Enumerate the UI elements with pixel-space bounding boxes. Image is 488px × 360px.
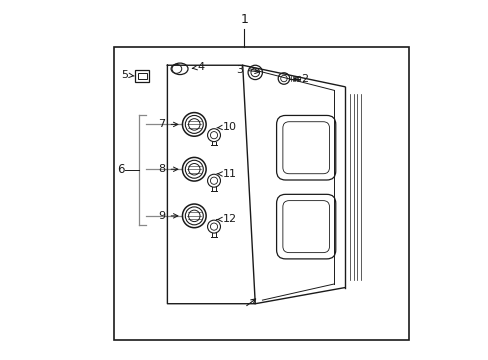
Text: 6: 6 [117, 163, 124, 176]
Text: 1: 1 [240, 13, 248, 26]
Bar [113, 47, 408, 339]
Text: 4: 4 [192, 62, 204, 72]
Bar [138, 73, 146, 79]
Text: 8: 8 [158, 164, 178, 174]
Text: 3: 3 [236, 64, 259, 75]
Text: 12: 12 [216, 215, 236, 224]
Bar [135, 70, 149, 82]
Text: 7: 7 [158, 120, 178, 129]
Text: 11: 11 [217, 169, 236, 179]
Text: 10: 10 [217, 122, 236, 132]
Text: 5: 5 [122, 70, 134, 80]
Text: 9: 9 [158, 211, 178, 221]
Text: 2: 2 [294, 73, 307, 84]
